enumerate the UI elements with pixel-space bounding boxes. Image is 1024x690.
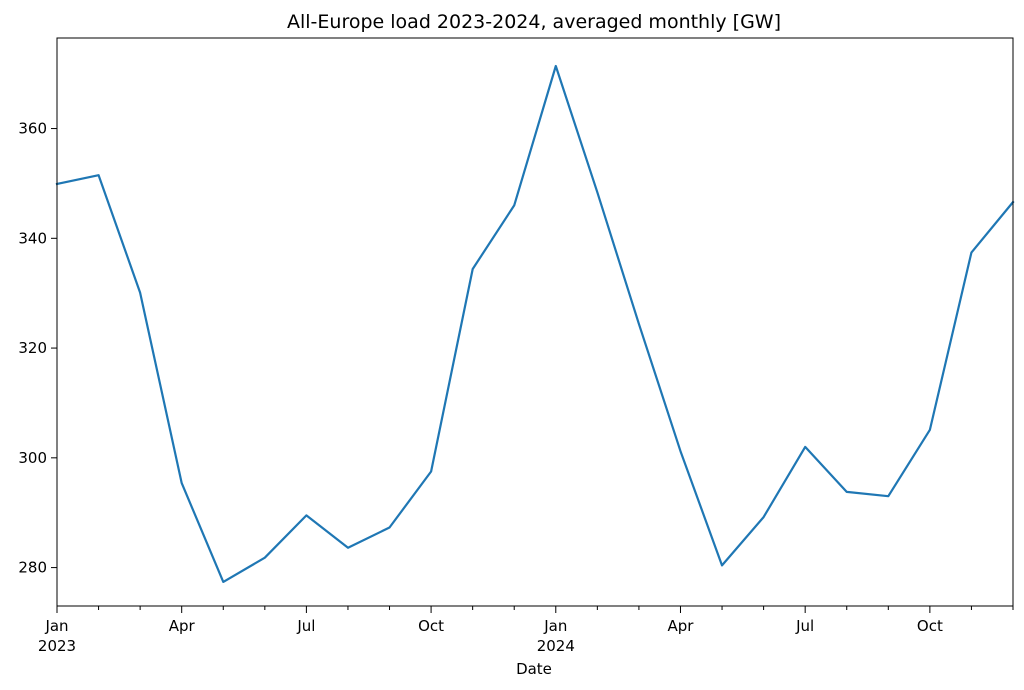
x-tick-label: Apr: [668, 617, 695, 635]
x-tick-label: Jan: [44, 617, 68, 635]
plot-frame: [56, 37, 1014, 607]
chart-title: All-Europe load 2023-2024, averaged mont…: [287, 11, 781, 33]
x-axis: Jan 2023 Apr Jul Oct Jan 2024 Apr Jul Oct: [38, 606, 1014, 655]
y-axis: 280 300 320 340 360: [18, 120, 57, 577]
x-tick-label: Apr: [169, 617, 196, 635]
x-tick-label: Jan: [543, 617, 567, 635]
x-tick-label: Oct: [917, 617, 943, 635]
y-tick-label: 360: [18, 120, 47, 138]
x-tick-label: Oct: [418, 617, 444, 635]
x-tick-year-label: 2024: [537, 637, 575, 655]
series-line-load: [55, 64, 1015, 583]
y-tick-label: 340: [18, 229, 47, 247]
y-tick-label: 280: [18, 559, 47, 577]
x-axis-label: Date: [516, 660, 552, 678]
y-tick-label: 320: [18, 339, 47, 357]
x-tick-label: Jul: [296, 617, 315, 635]
x-tick-label: Jul: [795, 617, 814, 635]
x-tick-year-label: 2023: [38, 637, 76, 655]
y-tick-label: 300: [18, 449, 47, 467]
